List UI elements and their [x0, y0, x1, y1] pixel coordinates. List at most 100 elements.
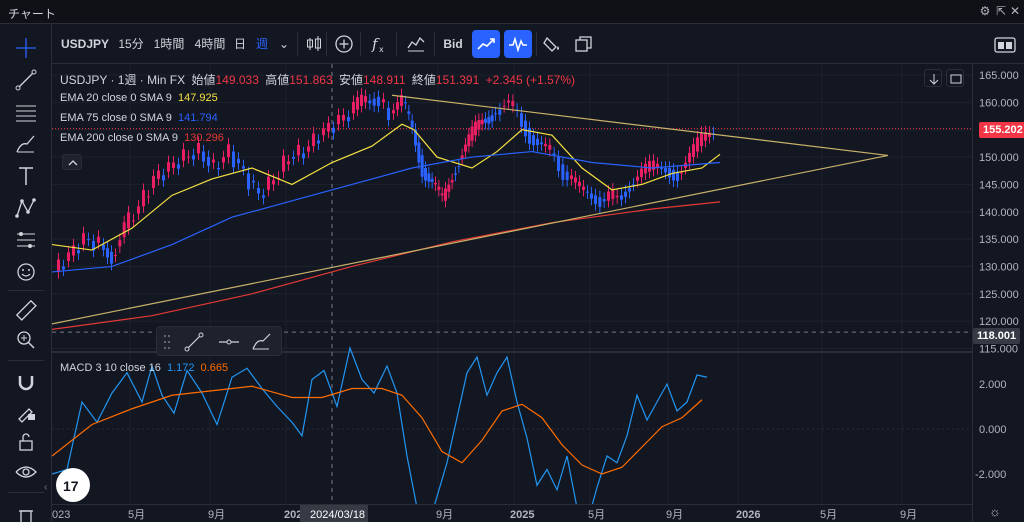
crosshair-date-badge: [300, 505, 368, 522]
scroll-down-button[interactable]: [924, 69, 942, 87]
candle-body: [247, 173, 250, 190]
trash-icon[interactable]: [12, 502, 40, 522]
interval-4h[interactable]: 4時間: [194, 37, 226, 51]
price-tick-label: 160.000: [979, 97, 1019, 109]
close-icon[interactable]: ✕: [1009, 4, 1021, 18]
reset-chart-button[interactable]: [946, 69, 964, 87]
interval-daily[interactable]: 日: [233, 37, 246, 51]
interval-1h[interactable]: 1時間: [153, 37, 185, 51]
time-tick-label: 9月: [208, 509, 225, 521]
horizontal-ray-icon: [219, 339, 239, 345]
trendline-icon[interactable]: [12, 66, 40, 94]
paint-bucket-icon[interactable]: [538, 30, 566, 58]
settings-icon[interactable]: ⚙: [979, 4, 991, 18]
candle-body: [92, 240, 95, 251]
candle-body: [602, 198, 606, 202]
candle-body: [337, 114, 340, 125]
time-axis[interactable]: 023 5月 9月 2024 2024/03/18 9月 2025 5月 9月 2026 5月 9月: [52, 504, 972, 522]
screenshot-layout-icon[interactable]: [990, 30, 1020, 58]
magnet-icon[interactable]: [12, 368, 40, 396]
zoom-icon[interactable]: [12, 326, 40, 354]
candle-body: [511, 101, 515, 106]
compare-icon[interactable]: [402, 30, 430, 58]
axis-settings-icon[interactable]: ☼: [989, 504, 1001, 519]
popout-icon[interactable]: ⇱: [995, 4, 1007, 18]
ema75-legend[interactable]: EMA 75 close 0 SMA 9 141.794: [60, 112, 221, 124]
interval-weekly[interactable]: 週: [255, 37, 268, 51]
line-chart-icon[interactable]: [472, 30, 500, 58]
eye-icon[interactable]: [12, 458, 40, 486]
candles-icon[interactable]: [300, 30, 328, 58]
interval-15m[interactable]: 15分: [118, 37, 144, 51]
candle-body: [437, 186, 441, 190]
price-axis[interactable]: 165.000160.000155.000150.000145.000140.0…: [972, 64, 1024, 522]
ema200-legend[interactable]: EMA 200 close 0 SMA 9 130.296: [60, 132, 227, 144]
candle-body: [102, 244, 105, 250]
candle-body: [524, 120, 527, 137]
candle-body: [464, 144, 467, 152]
candle-body: [696, 137, 699, 152]
candle-body: [574, 177, 577, 183]
time-tick-label: 2025: [510, 509, 534, 521]
candle-body: [457, 166, 461, 168]
candle-body: [157, 170, 160, 179]
time-tick-label: 2024/03/18: [310, 509, 365, 521]
symbol-selector[interactable]: USDJPY: [60, 37, 110, 51]
candle-body: [507, 100, 510, 103]
candle-body: [586, 191, 589, 193]
candle-body: [450, 180, 454, 183]
candle-body: [172, 162, 175, 168]
candle-body: [552, 153, 556, 155]
open-label: 始値: [191, 73, 216, 87]
brush-icon[interactable]: [12, 130, 40, 158]
candle-body: [454, 173, 457, 175]
candle-body: [262, 195, 265, 198]
unlock-icon[interactable]: [12, 428, 40, 456]
candle-body: [187, 156, 190, 158]
ruler-icon[interactable]: [12, 296, 40, 324]
signal-value: 0.665: [200, 362, 229, 374]
candle-body: [598, 197, 602, 207]
price-chart[interactable]: [52, 64, 972, 504]
fib-icon[interactable]: [12, 98, 40, 126]
candle-body: [82, 233, 85, 245]
ema200-line: [52, 201, 721, 330]
candle-body: [122, 222, 126, 238]
price-tick-label: 145.000: [979, 179, 1019, 191]
ema20-legend[interactable]: EMA 20 close 0 SMA 9 147.925: [60, 92, 221, 104]
candle-body: [502, 105, 506, 107]
chevron-down-icon[interactable]: ⌄: [278, 37, 290, 51]
pattern-icon[interactable]: [12, 194, 40, 222]
text-icon[interactable]: [12, 162, 40, 190]
bid-toggle[interactable]: Bid: [443, 37, 463, 51]
candle-body: [87, 239, 90, 241]
open-value: 149.033: [215, 73, 259, 87]
candle-body: [396, 102, 399, 110]
crosshair-icon[interactable]: [12, 34, 40, 62]
macd-legend[interactable]: MACD 3 10 close 16 1.172 0.665: [60, 362, 231, 374]
chart-pane[interactable]: 17 ‹: [44, 64, 972, 504]
prediction-icon[interactable]: [12, 226, 40, 254]
indicator-wave-icon[interactable]: [504, 30, 532, 58]
lock-drawing-icon[interactable]: [12, 398, 40, 426]
drag-handle-icon: [164, 335, 170, 349]
price-tick-label: 125.000: [979, 289, 1019, 301]
candle-body: [162, 175, 165, 181]
time-tick-label: 9月: [666, 509, 683, 521]
candle-body: [628, 188, 631, 192]
candle-body: [360, 94, 363, 106]
emoji-icon[interactable]: [12, 258, 40, 286]
candle-body: [267, 176, 270, 190]
ema20-value: 147.925: [177, 92, 218, 104]
candle-body: [565, 171, 569, 181]
layout-icon[interactable]: [570, 30, 598, 58]
candle-body: [494, 113, 497, 115]
add-indicator-icon[interactable]: [330, 30, 358, 58]
candle-body: [182, 149, 185, 161]
candle-body: [490, 115, 494, 122]
chevron-left-icon[interactable]: ‹: [44, 482, 48, 493]
collapse-legend-button[interactable]: [62, 154, 82, 170]
close-value: 151.391: [435, 73, 480, 87]
